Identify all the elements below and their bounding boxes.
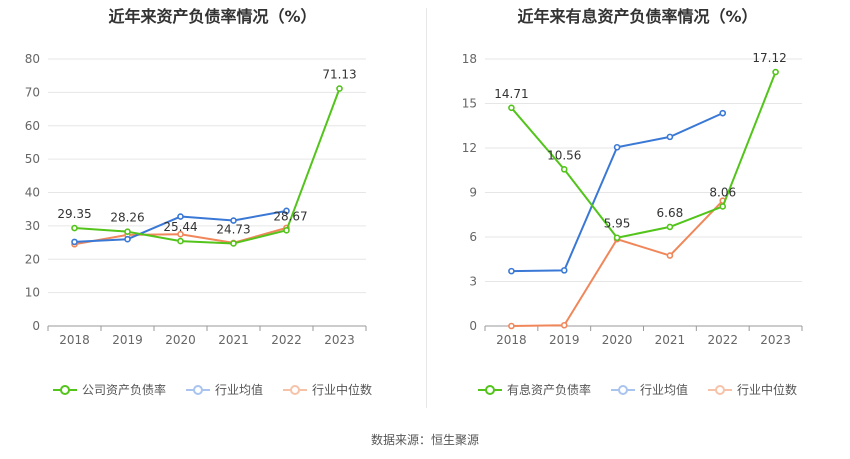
data-label: 28.26 (110, 211, 144, 225)
line-chart-interest-debt-ratio: 0 3 6 9 12 15 18 2018 2019 2020 2021 2022 2023 14.71 1… (462, 51, 803, 347)
data-label: 24.73 (216, 222, 250, 236)
y-tick-label: 30 (25, 219, 40, 233)
legend-item-industry-mean[interactable]: 行业均值 (610, 381, 688, 398)
chart-title: 近年来资产负债率情况（%） (108, 7, 317, 26)
x-tick-label: 2022 (271, 333, 302, 347)
x-tick-label: 2022 (707, 333, 738, 347)
data-point (124, 235, 131, 243)
data-point (719, 109, 727, 117)
data-label: 17.12 (752, 51, 786, 65)
y-tick-label: 80 (25, 52, 40, 66)
y-tick-label: 0 (469, 319, 477, 333)
x-tick-label: 2020 (602, 333, 633, 347)
series-line-0 (74, 88, 341, 245)
x-tick-label: 2023 (760, 333, 791, 347)
legend-label: 有息资产负债率 (506, 383, 591, 397)
y-tick-label: 6 (469, 230, 477, 244)
data-point (560, 166, 568, 173)
y-tick-label: 50 (25, 152, 40, 166)
data-point (666, 133, 674, 141)
data-label: 8.06 (709, 185, 736, 199)
legend-label: 公司资产负债率 (81, 383, 166, 397)
data-point (71, 224, 78, 232)
y-tick-label: 0 (32, 319, 40, 333)
data-point (560, 321, 568, 329)
data-point (283, 207, 290, 215)
data-label: 10.56 (547, 148, 581, 162)
y-tick-label: 18 (462, 52, 477, 66)
data-point (719, 203, 727, 210)
data-point (71, 238, 78, 246)
data-label: 28.67 (273, 209, 307, 223)
series-line-0 (510, 71, 777, 239)
x-tick-label: 2019 (112, 333, 143, 347)
x-tick-label: 2019 (549, 333, 580, 347)
data-point (666, 223, 674, 231)
data-point (336, 85, 343, 92)
legend-label: 行业均值 (214, 383, 263, 397)
legend: 有息资产负债率 行业均值 行业中位数 (425, 381, 850, 398)
data-point (772, 68, 779, 76)
data-point (613, 143, 621, 151)
data-point (666, 252, 674, 259)
data-point (283, 227, 290, 234)
y-tick-label: 12 (462, 141, 477, 155)
legend-marker-icon (610, 384, 635, 396)
y-tick-label: 40 (25, 186, 40, 200)
y-tick-label: 3 (469, 275, 477, 289)
y-tick-label: 15 (462, 97, 477, 111)
legend-marker-icon (477, 384, 502, 396)
data-point (124, 228, 131, 235)
data-label: 25.44 (163, 220, 197, 234)
x-tick-label: 2018 (496, 333, 527, 347)
x-tick-label: 2020 (165, 333, 196, 347)
data-point (508, 322, 515, 330)
line-chart-debt-ratio: 0 10 20 30 40 50 60 70 80 2018 2019 2020 2021 2022 202… (25, 52, 367, 347)
data-label: 29.35 (57, 207, 91, 221)
legend-marker-icon (708, 384, 732, 396)
legend-marker-icon (185, 384, 210, 396)
legend-item-industry-mean[interactable]: 行业均值 (185, 381, 263, 398)
y-tick-label: 60 (25, 119, 40, 133)
data-label: 14.71 (494, 87, 528, 101)
data-point (230, 240, 237, 247)
data-label: 5.95 (604, 217, 631, 231)
legend: 公司资产负债率 行业均值 行业中位数 (0, 381, 425, 398)
y-tick-label: 70 (25, 85, 40, 99)
data-point (177, 230, 184, 238)
chart-title: 近年来有息资产负债率情况（%） (517, 7, 758, 26)
x-tick-label: 2021 (218, 333, 249, 347)
chart-panel-debt-ratio: 近年来资产负债率情况（%） 0 10 20 30 40 50 60 70 80 2018 2019 2… (0, 0, 425, 410)
data-point (230, 217, 237, 224)
data-point (560, 267, 568, 274)
y-tick-label: 20 (25, 252, 40, 266)
data-label: 71.13 (322, 68, 356, 82)
legend-marker-icon (283, 384, 307, 396)
legend-item-company[interactable]: 公司资产负债率 (52, 381, 166, 398)
x-tick-label: 2023 (324, 333, 355, 347)
legend-label: 行业中位数 (312, 383, 373, 397)
data-point (613, 234, 621, 242)
y-tick-label: 10 (25, 286, 40, 300)
legend-label: 行业均值 (639, 383, 688, 397)
panel-divider (426, 8, 427, 408)
y-tick-label: 9 (469, 186, 477, 200)
legend-item-industry-median[interactable]: 行业中位数 (708, 381, 797, 398)
x-tick-label: 2018 (59, 333, 90, 347)
chart-panel-interest-debt-ratio: 近年来有息资产负债率情况（%） 0 3 6 9 12 15 18 2018 2019 2020 20… (425, 0, 850, 410)
legend-marker-icon (52, 384, 77, 396)
legend-label: 行业中位数 (737, 383, 798, 397)
data-point (177, 213, 184, 220)
data-point (508, 267, 515, 275)
data-label: 6.68 (657, 206, 684, 220)
x-tick-label: 2021 (655, 333, 686, 347)
data-point (177, 237, 184, 245)
data-source: 数据来源：恒生聚源 (370, 433, 479, 447)
legend-item-company[interactable]: 有息资产负债率 (477, 381, 591, 398)
data-point (508, 104, 515, 112)
legend-item-industry-median[interactable]: 行业中位数 (283, 381, 372, 398)
